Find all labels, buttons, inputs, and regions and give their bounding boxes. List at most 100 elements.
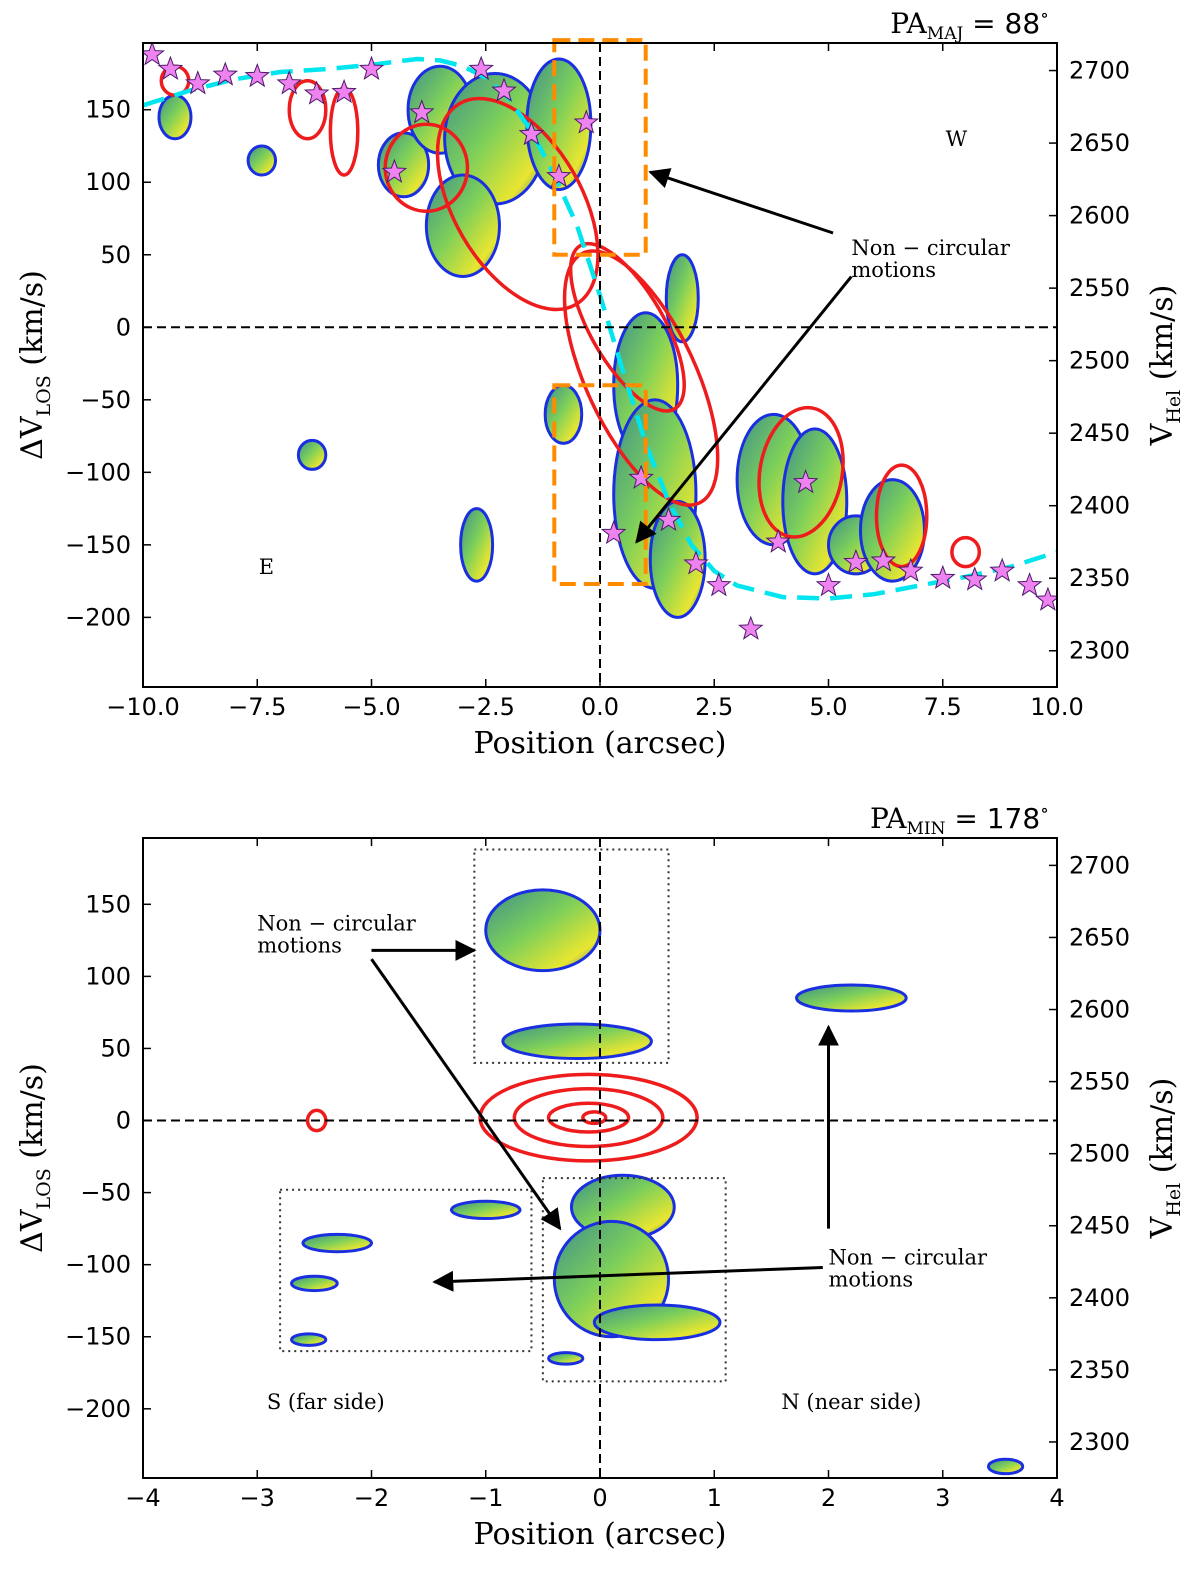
title-sub: MAJ xyxy=(927,24,964,44)
x-tick-label: 7.5 xyxy=(924,693,962,721)
star-point-1 xyxy=(157,55,184,80)
star-point-25 xyxy=(843,548,869,574)
star-point-9 xyxy=(381,158,408,183)
star-point-26 xyxy=(870,547,897,572)
star-point-7 xyxy=(331,78,357,104)
x-tick-label: −1 xyxy=(468,1484,503,1512)
star-point-32 xyxy=(1035,586,1057,611)
star-point-12 xyxy=(491,77,517,102)
emission-blob-5 xyxy=(290,1274,339,1293)
y2-tick-label: 2700 xyxy=(1069,851,1130,879)
x-tick-label: −2.5 xyxy=(457,693,515,721)
y2-tick-label: 2650 xyxy=(1069,923,1130,951)
red-contour-7 xyxy=(757,405,845,539)
y-tick-label: 0 xyxy=(116,1107,131,1135)
star-point-20 xyxy=(706,572,732,597)
annotation-line1: Non − circular xyxy=(851,236,1011,260)
y-tick-label: −100 xyxy=(65,458,131,486)
y-label-sub: LOS xyxy=(33,1168,55,1209)
star-point-22 xyxy=(765,528,791,553)
y-tick-label: −150 xyxy=(65,1323,131,1351)
star-point-31 xyxy=(1016,572,1043,597)
y-tick-label: −50 xyxy=(80,1179,131,1207)
y2-tick-label: 2300 xyxy=(1069,637,1130,665)
star-point-4 xyxy=(244,62,271,88)
y2-tick-label: 2700 xyxy=(1069,57,1130,85)
y2-tick-label: 2300 xyxy=(1069,1428,1130,1456)
y-tick-label: 150 xyxy=(85,890,131,918)
x-tick-label: −4 xyxy=(125,1484,160,1512)
star-point-6 xyxy=(303,80,330,105)
star-point-10 xyxy=(409,99,435,124)
title-value: = 88 xyxy=(963,7,1040,40)
emission-blob-13 xyxy=(858,478,926,583)
x-tick-label: 2 xyxy=(821,1484,836,1512)
emission-blob-9 xyxy=(592,1303,722,1342)
annotation-arrow-1 xyxy=(370,958,562,1231)
y-tick-label: 0 xyxy=(116,313,131,341)
side-label: W xyxy=(946,127,968,151)
emission-blob-14 xyxy=(543,383,584,445)
y-tick-label: −50 xyxy=(80,386,131,414)
y2-axis-label: VHel (km/s) xyxy=(1145,1078,1185,1240)
title-unit: ∘ xyxy=(1040,800,1049,821)
emission-blob-6 xyxy=(290,1332,328,1347)
plot-area xyxy=(290,888,1025,1476)
title-sub: MIN xyxy=(906,819,945,839)
star-point-29 xyxy=(961,566,988,591)
y2-label-sub: Hel xyxy=(1163,1183,1185,1217)
y-label-main: ΔV xyxy=(15,415,50,460)
star-point-28 xyxy=(929,564,956,590)
x-tick-label: 3 xyxy=(935,1484,950,1512)
y2-tick-label: 2350 xyxy=(1069,564,1130,592)
emission-blob-1 xyxy=(501,1022,653,1061)
side-label: E xyxy=(259,555,274,579)
y-axis-label: ΔVLOS (km/s) xyxy=(15,270,55,460)
red-contour-9 xyxy=(950,535,982,569)
y-tick-label: −200 xyxy=(65,603,131,631)
star-point-23 xyxy=(792,469,819,494)
x-tick-label: 0.0 xyxy=(581,693,619,721)
y2-label-main: V xyxy=(1145,422,1180,446)
y-axis-label: ΔVLOS (km/s) xyxy=(15,1063,55,1253)
annotation-line2: motions xyxy=(257,933,342,957)
star-point-3 xyxy=(212,61,239,86)
title-value: = 178 xyxy=(945,802,1040,835)
y-tick-label: −150 xyxy=(65,531,131,559)
y-label-unit: (km/s) xyxy=(15,270,50,375)
star-point-18 xyxy=(655,506,682,532)
annotation-line1: Non − circular xyxy=(257,911,417,935)
minor-axis-panel: −4 −3 −2 −1 0 1 2 3 4 −200 −150 −100 −50 0 50 100 150 230… xyxy=(15,800,1185,1552)
y2-tick-label: 2550 xyxy=(1069,274,1130,302)
star-point-15 xyxy=(573,109,600,134)
emission-blob-11 xyxy=(986,1457,1025,1476)
region-box-1 xyxy=(541,1177,727,1383)
y2-tick-label: 2650 xyxy=(1069,129,1130,157)
y2-tick-label: 2450 xyxy=(1069,419,1130,447)
star-point-8 xyxy=(358,55,385,80)
emission-blob-0 xyxy=(157,93,193,141)
star-point-21 xyxy=(738,615,764,640)
x-tick-label: −5.0 xyxy=(342,693,400,721)
y-tick-label: −100 xyxy=(65,1251,131,1279)
y-tick-label: 150 xyxy=(85,96,131,124)
star-point-16 xyxy=(600,519,627,545)
region-box-1 xyxy=(552,383,648,587)
red-contour-8 xyxy=(874,463,929,569)
y2-tick-label: 2500 xyxy=(1069,1140,1130,1168)
x-tick-label: −2 xyxy=(354,1484,389,1512)
title-main: PA xyxy=(890,7,927,40)
y2-tick-label: 2450 xyxy=(1069,1212,1130,1240)
title-unit: ∘ xyxy=(1040,5,1049,26)
emission-blob-0 xyxy=(484,888,602,973)
x-axis-label: Position (arcsec) xyxy=(474,726,727,761)
x-tick-label: −10.0 xyxy=(106,693,180,721)
x-tick-label: 10.0 xyxy=(1030,693,1083,721)
region-box-0 xyxy=(552,38,648,257)
y-label-main: ΔV xyxy=(15,1208,50,1253)
x-tick-label: −7.5 xyxy=(228,693,286,721)
x-tick-label: 1 xyxy=(707,1484,722,1512)
annotation-arrow-3 xyxy=(432,1266,823,1292)
y2-tick-label: 2400 xyxy=(1069,492,1130,520)
